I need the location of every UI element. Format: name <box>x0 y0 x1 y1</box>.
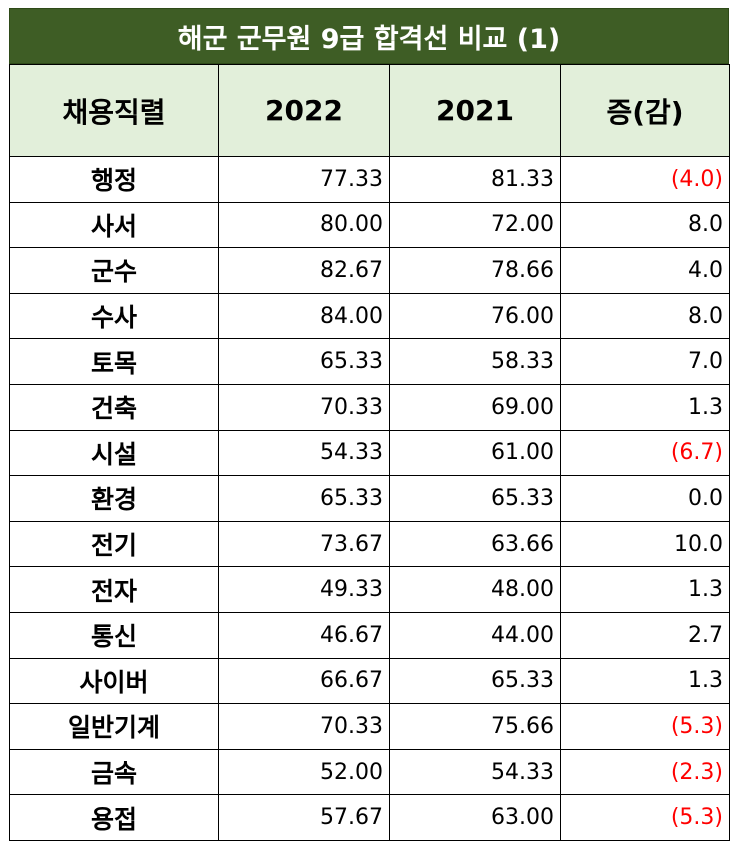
cell-position: 사이버 <box>9 657 219 705</box>
cell-2021: 65.33 <box>389 475 561 522</box>
header-2021: 2021 <box>389 64 561 157</box>
table-row: 일반기계 70.33 75.66 (5.3) <box>9 703 730 750</box>
cell-change: 1.3 <box>560 566 730 613</box>
cell-position: 환경 <box>9 475 219 522</box>
cell-change: (5.3) <box>560 703 730 750</box>
table-row: 건축 70.33 69.00 1.3 <box>9 383 730 431</box>
cell-2022: 70.33 <box>218 703 390 750</box>
cell-position: 용접 <box>9 794 219 841</box>
cell-change: 10.0 <box>560 520 730 568</box>
table-row: 행정 77.33 81.33 (4.0) <box>9 156 730 203</box>
cell-position: 토목 <box>9 338 219 385</box>
cell-2022: 46.67 <box>218 611 390 659</box>
cell-2021: 58.33 <box>389 338 561 385</box>
cell-2021: 69.00 <box>389 383 561 431</box>
cell-2022: 77.33 <box>218 156 390 203</box>
cell-2021: 81.33 <box>389 156 561 203</box>
table-row: 금속 52.00 54.33 (2.3) <box>9 748 730 796</box>
header-row: 채용직렬 2022 2021 증(감) <box>9 64 730 157</box>
cell-2022: 65.33 <box>218 475 390 522</box>
cell-2021: 65.33 <box>389 657 561 705</box>
cell-change: (4.0) <box>560 156 730 203</box>
cell-2022: 73.67 <box>218 520 390 568</box>
cell-2022: 65.33 <box>218 338 390 385</box>
pass-score-table: 채용직렬 2022 2021 증(감) 행정 77.33 81.33 (4.0) 사서 8… <box>9 64 730 841</box>
table-row: 용접 57.67 63.00 (5.3) <box>9 794 730 841</box>
cell-2022: 80.00 <box>218 201 390 249</box>
cell-change: (2.3) <box>560 748 730 796</box>
cell-2022: 66.67 <box>218 657 390 705</box>
cell-position: 시설 <box>9 429 219 477</box>
cell-2021: 78.66 <box>389 247 561 294</box>
table-container: 해군 군무원 9급 합격선 비교 (1) 채용직렬 2022 2021 증(감)… <box>9 8 730 841</box>
table-row: 군수 82.67 78.66 4.0 <box>9 247 730 294</box>
cell-2022: 52.00 <box>218 748 390 796</box>
header-change: 증(감) <box>560 64 730 157</box>
cell-position: 행정 <box>9 156 219 203</box>
cell-2022: 82.67 <box>218 247 390 294</box>
table-row: 전기 73.67 63.66 10.0 <box>9 520 730 568</box>
cell-2021: 76.00 <box>389 292 561 340</box>
table-row: 통신 46.67 44.00 2.7 <box>9 611 730 659</box>
cell-change: 0.0 <box>560 475 730 522</box>
cell-2021: 75.66 <box>389 703 561 750</box>
table-row: 전자 49.33 48.00 1.3 <box>9 566 730 613</box>
header-position: 채용직렬 <box>9 64 219 157</box>
cell-position: 전기 <box>9 520 219 568</box>
cell-change: 2.7 <box>560 611 730 659</box>
cell-position: 사서 <box>9 201 219 249</box>
table-body: 행정 77.33 81.33 (4.0) 사서 80.00 72.00 8.0 군수 82.67 7… <box>9 156 730 841</box>
cell-position: 금속 <box>9 748 219 796</box>
cell-2022: 84.00 <box>218 292 390 340</box>
cell-2021: 48.00 <box>389 566 561 613</box>
table-title: 해군 군무원 9급 합격선 비교 (1) <box>9 8 729 64</box>
cell-change: (5.3) <box>560 794 730 841</box>
cell-2021: 54.33 <box>389 748 561 796</box>
cell-position: 건축 <box>9 383 219 431</box>
cell-change: 1.3 <box>560 383 730 431</box>
cell-2021: 44.00 <box>389 611 561 659</box>
cell-2022: 49.33 <box>218 566 390 613</box>
cell-2022: 57.67 <box>218 794 390 841</box>
cell-change: 4.0 <box>560 247 730 294</box>
cell-2022: 70.33 <box>218 383 390 431</box>
cell-2021: 63.66 <box>389 520 561 568</box>
cell-2021: 61.00 <box>389 429 561 477</box>
cell-2022: 54.33 <box>218 429 390 477</box>
cell-change: (6.7) <box>560 429 730 477</box>
table-row: 사이버 66.67 65.33 1.3 <box>9 657 730 705</box>
cell-change: 8.0 <box>560 292 730 340</box>
cell-position: 군수 <box>9 247 219 294</box>
cell-change: 1.3 <box>560 657 730 705</box>
table-row: 토목 65.33 58.33 7.0 <box>9 338 730 385</box>
cell-change: 8.0 <box>560 201 730 249</box>
table-row: 사서 80.00 72.00 8.0 <box>9 201 730 249</box>
header-2022: 2022 <box>218 64 390 157</box>
table-row: 시설 54.33 61.00 (6.7) <box>9 429 730 477</box>
cell-2021: 72.00 <box>389 201 561 249</box>
cell-change: 7.0 <box>560 338 730 385</box>
cell-position: 통신 <box>9 611 219 659</box>
cell-2021: 63.00 <box>389 794 561 841</box>
cell-position: 전자 <box>9 566 219 613</box>
table-row: 환경 65.33 65.33 0.0 <box>9 475 730 522</box>
cell-position: 수사 <box>9 292 219 340</box>
table-row: 수사 84.00 76.00 8.0 <box>9 292 730 340</box>
cell-position: 일반기계 <box>9 703 219 750</box>
